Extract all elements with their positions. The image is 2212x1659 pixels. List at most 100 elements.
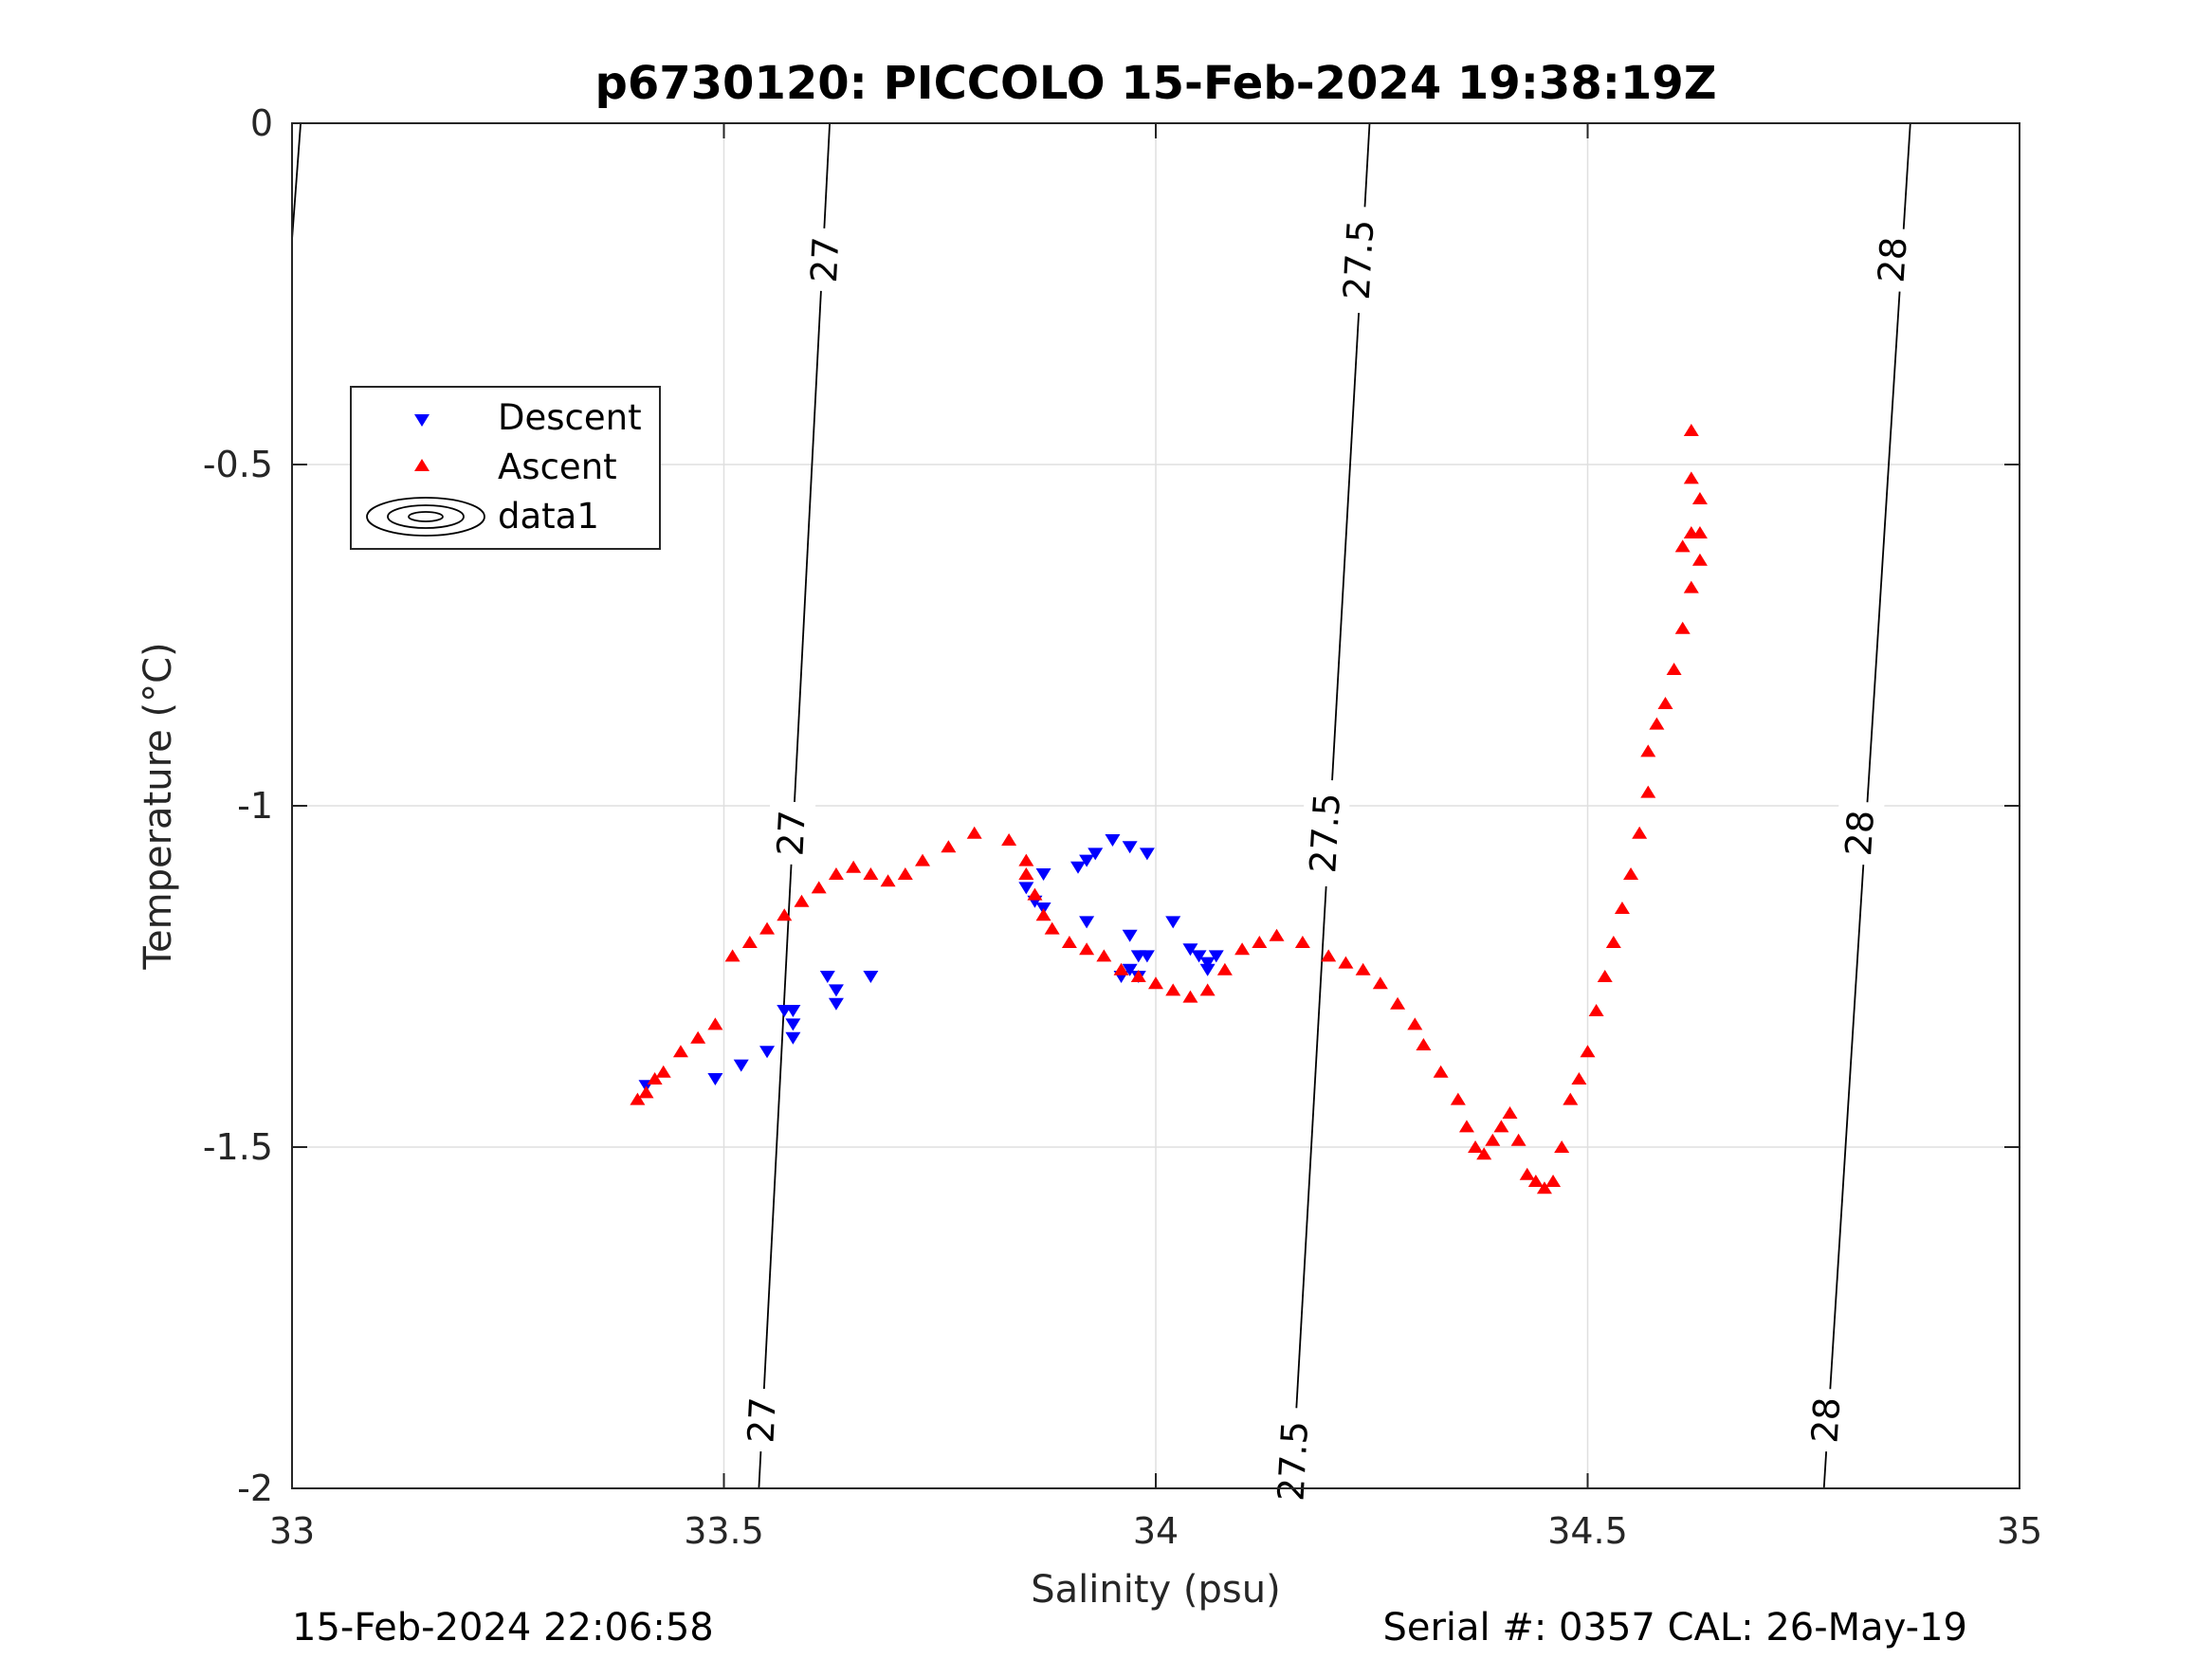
legend: Descent Ascent data1 [350,386,661,550]
contour-label-text: 27.5 [1336,219,1382,301]
ascent-point [863,867,879,880]
contour-label-text: 27.5 [1302,792,1348,874]
footer-serial-cal: Serial #: 0357 CAL: 26-May-19 [1382,1606,1967,1650]
contour-labels: 27 27 27 27.5 27.5 27.5 28 28 28 [737,205,1918,1516]
ascent-point [1683,471,1699,484]
ascent-point [1035,908,1051,921]
legend-contour-label: data1 [498,496,599,537]
ascent-point [811,881,827,894]
legend-descent-marker [414,414,430,427]
ascent-point [647,1072,663,1085]
contour-label-gap [1868,227,1918,293]
descent-point [1079,916,1095,929]
descent-point [1199,957,1216,970]
contour-label-gap [737,1387,787,1453]
ascent-point [1649,717,1665,730]
descent-point [1191,950,1207,963]
contour-label: 27.5 [1332,205,1385,315]
ascent-point [1493,1120,1509,1133]
ascent-point [1640,785,1656,798]
y-tick-label: -0.5 [203,444,273,485]
descent-point [828,984,844,997]
ascent-point [655,1065,671,1078]
ascent-point [690,1030,706,1044]
contour-label-text: 28 [1837,809,1882,857]
ascent-point [1252,936,1268,948]
ascent-point [630,1092,646,1105]
contour-label-text: 27 [803,236,847,284]
ascent-point [1657,697,1673,709]
ascent-point [1691,526,1708,538]
y-tick-label: -2 [237,1468,273,1509]
descent-point [1139,950,1155,963]
ascent-point [915,853,931,866]
ascent-point [794,894,810,907]
contour-label: 27 [737,1387,787,1453]
ascent-point [1216,962,1233,975]
footer-timestamp: 15-Feb-2024 22:06:58 [292,1606,714,1650]
ascent-point [1130,970,1146,982]
y-tick-label: -1 [237,785,273,827]
contour-label-text: 28 [1871,235,1915,283]
ascent-point [707,1017,723,1030]
descent-point [1139,848,1155,861]
ascent-point [1536,1181,1552,1194]
descent-point [1122,841,1138,854]
ascent-point [1372,976,1388,990]
ascent-point [1691,553,1708,566]
contour-label-text: 27.5 [1270,1420,1316,1503]
ascent-point [1165,983,1181,996]
ascent-point [1510,1133,1526,1146]
descent-point [785,1005,801,1017]
ascent-point [846,860,862,873]
ascent-point [1614,902,1630,914]
ascent-point [1666,663,1682,675]
x-tick-label: 33 [269,1510,315,1552]
legend-contour-icon [366,497,485,537]
ascent-point [1683,424,1699,436]
ascent-point [1416,1038,1432,1050]
ascent-point [1450,1092,1466,1105]
ascent-point [1632,826,1648,839]
descent-point [1018,882,1034,895]
contour-label: 28 [1868,227,1918,293]
ascent-point [1588,1004,1604,1016]
ascent-point [1674,621,1691,634]
x-tick-label: 35 [1997,1510,2042,1552]
y-tick-label: 0 [250,102,273,144]
ascent-point [759,921,776,935]
descent-point [1070,861,1087,874]
data-points [630,424,1708,1194]
legend-box [350,386,661,550]
x-tick-label: 34.5 [1547,1510,1628,1552]
contour-label: 27.5 [1267,1406,1319,1516]
ascent-point [1640,744,1656,757]
ascent-point [1545,1175,1562,1187]
ascent-point [1674,539,1691,553]
ascent-point [1321,949,1337,962]
ascent-point [1096,949,1112,962]
descent-point [1088,848,1104,861]
ascent-point [1018,867,1034,880]
ascent-point [1433,1065,1449,1078]
contour-label: 27.5 [1299,778,1351,888]
x-tick-label: 33.5 [684,1510,764,1552]
contour-label: 27 [766,800,816,866]
contour-label: 28 [1801,1387,1851,1453]
ascent-point [1390,996,1406,1010]
ascent-point [1458,1120,1474,1133]
ascent-point [1571,1072,1587,1085]
ascent-point [1294,936,1310,948]
ascent-point [1079,942,1095,956]
ascent-point [1199,983,1216,996]
ascent-point [1580,1045,1596,1058]
ascent-point [1691,492,1708,504]
descent-point [1208,950,1224,963]
ascent-point [1234,942,1251,956]
ascent-point [1044,921,1060,935]
descent-point [1122,963,1138,976]
ascent-point [672,1045,688,1058]
contour-label-gap [766,800,816,866]
ascent-point [638,1085,654,1099]
ascent-point [1605,936,1621,948]
